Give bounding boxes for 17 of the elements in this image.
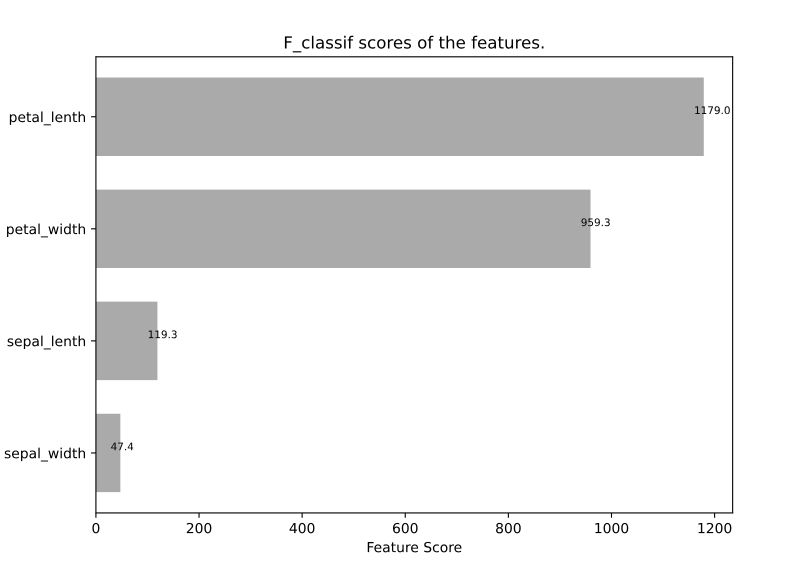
x-tick-label: 1000 xyxy=(595,522,628,534)
y-tick-label: petal_width xyxy=(7,224,86,238)
x-axis-title: Feature Score xyxy=(368,542,462,552)
x-tick-label: 0 xyxy=(92,522,100,534)
x-tick-label: 1200 xyxy=(698,522,732,534)
x-tick-label: 400 xyxy=(290,522,314,534)
data-label: 119.3 xyxy=(148,330,177,338)
y-tick-label: sepal_lenth xyxy=(8,336,86,350)
x-tick-label: 600 xyxy=(392,522,418,534)
data-label: 1179.0 xyxy=(695,106,730,114)
chart-title: F_classif scores of the features. xyxy=(284,36,544,52)
x-tick-label: 200 xyxy=(186,522,212,534)
y-tick-label: petal_lenth xyxy=(10,111,86,126)
y-tick-label: sepal_width xyxy=(4,448,86,462)
x-tick-label: 800 xyxy=(496,522,521,534)
data-label: 47.4 xyxy=(111,442,134,450)
data-label: 959.3 xyxy=(581,218,610,226)
